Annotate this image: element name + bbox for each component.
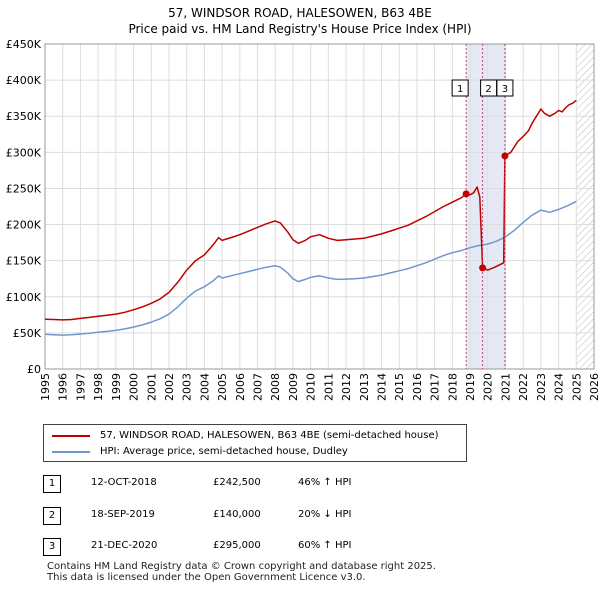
forecast-hatch xyxy=(576,44,594,369)
x-tick-label: 2015 xyxy=(393,373,406,401)
transaction-shade xyxy=(466,44,505,369)
hpi-series-line xyxy=(44,200,577,336)
transaction-date: 12-OCT-2018 xyxy=(91,477,157,488)
transaction-row: 2 18-SEP-2019 £140,000 20% ↓ HPI xyxy=(0,507,600,527)
x-tick-label: 2022 xyxy=(517,373,530,401)
y-tick-label: £0 xyxy=(27,363,41,376)
x-tick-label: 2020 xyxy=(482,373,495,401)
x-tick-label: 2017 xyxy=(429,373,442,401)
x-tick-label: 2000 xyxy=(128,373,141,401)
legend-swatch-hpi xyxy=(52,451,90,453)
x-tick-label: 2013 xyxy=(358,373,371,401)
x-tick-label: 2019 xyxy=(464,373,477,401)
transaction-price: £242,500 xyxy=(213,477,261,488)
transaction-label-number: 3 xyxy=(502,84,508,95)
chart-subtitle: Price paid vs. HM Land Registry's House … xyxy=(128,22,472,36)
transaction-point xyxy=(501,152,509,160)
legend-swatch-property xyxy=(52,435,90,437)
transaction-price: £295,000 xyxy=(213,540,261,551)
y-tick-label: £200K xyxy=(6,219,42,232)
price-chart: £0 £50K £100K £150K £200K £250K £300K £350K £400… xyxy=(6,38,600,401)
transaction-label-box xyxy=(451,79,469,97)
y-tick-label: £450K xyxy=(6,38,42,51)
y-tick-label: £250K xyxy=(6,182,42,195)
x-tick-label: 2004 xyxy=(198,373,211,401)
x-tick-label: 2009 xyxy=(287,373,300,401)
chart-legend: 57, WINDSOR ROAD, HALESOWEN, B63 4BE (se… xyxy=(43,424,467,462)
x-tick-label: 2025 xyxy=(570,373,583,401)
x-tick-label: 1999 xyxy=(110,373,123,401)
transaction-number: 3 xyxy=(43,538,61,556)
x-tick-label: 2008 xyxy=(269,373,282,401)
x-tick-label: 1998 xyxy=(92,373,105,401)
y-tick-label: £100K xyxy=(6,291,42,304)
x-tick-label: 2011 xyxy=(322,373,335,401)
x-tick-label: 2026 xyxy=(588,373,600,401)
x-tick-label: 2014 xyxy=(375,373,388,401)
x-tick-label: 2010 xyxy=(305,373,318,401)
x-tick-label: 1995 xyxy=(39,373,52,401)
transaction-hpi: 46% ↑ HPI xyxy=(298,477,352,488)
y-tick-label: £350K xyxy=(6,110,42,123)
transaction-hpi: 60% ↑ HPI xyxy=(298,540,352,551)
x-tick-label: 2021 xyxy=(499,373,512,401)
y-tick-label: £300K xyxy=(6,146,42,159)
footer-copyright: Contains HM Land Registry data © Crown c… xyxy=(47,561,436,572)
transaction-label-box xyxy=(496,79,514,97)
legend-label-hpi: HPI: Average price, semi-detached house,… xyxy=(100,446,348,457)
x-tick-label: 2003 xyxy=(181,373,194,401)
x-tick-label: 2007 xyxy=(252,373,265,401)
transaction-point xyxy=(462,190,470,198)
x-tick-label: 2024 xyxy=(553,373,566,401)
transaction-price: £140,000 xyxy=(213,509,261,520)
x-tick-label: 2012 xyxy=(340,373,353,401)
y-tick-label: £50K xyxy=(13,327,42,340)
transaction-hpi: 20% ↓ HPI xyxy=(298,509,352,520)
x-tick-label: 2023 xyxy=(535,373,548,401)
chart-title: 57, WINDSOR ROAD, HALESOWEN, B63 4BE xyxy=(168,6,432,20)
x-tick-label: 2006 xyxy=(234,373,247,401)
plot-area xyxy=(44,43,595,370)
y-tick-label: £150K xyxy=(6,255,42,268)
transaction-number: 1 xyxy=(43,475,61,493)
transaction-date: 21-DEC-2020 xyxy=(91,540,158,551)
transaction-label-number: 1 xyxy=(457,84,463,95)
transaction-row: 3 21-DEC-2020 £295,000 60% ↑ HPI xyxy=(0,538,600,558)
transaction-label-number: 2 xyxy=(485,84,491,95)
footer-license: This data is licensed under the Open Gov… xyxy=(47,572,366,583)
y-tick-label: £400K xyxy=(6,74,42,87)
transaction-row: 1 12-OCT-2018 £242,500 46% ↑ HPI xyxy=(0,475,600,495)
x-tick-label: 1997 xyxy=(74,373,87,401)
x-tick-label: 2016 xyxy=(411,373,424,401)
legend-label-property: 57, WINDSOR ROAD, HALESOWEN, B63 4BE (se… xyxy=(100,430,439,441)
x-tick-label: 1996 xyxy=(57,373,70,401)
x-tick-label: 2002 xyxy=(163,373,176,401)
transaction-date: 18-SEP-2019 xyxy=(91,509,155,520)
property-series-line xyxy=(44,99,577,321)
transaction-number: 2 xyxy=(43,507,61,525)
x-tick-label: 2018 xyxy=(446,373,459,401)
transaction-point xyxy=(479,264,487,272)
x-tick-label: 2001 xyxy=(145,373,158,401)
footer-attribution: Contains HM Land Registry data © Crown c… xyxy=(47,561,436,583)
x-tick-label: 2005 xyxy=(216,373,229,401)
